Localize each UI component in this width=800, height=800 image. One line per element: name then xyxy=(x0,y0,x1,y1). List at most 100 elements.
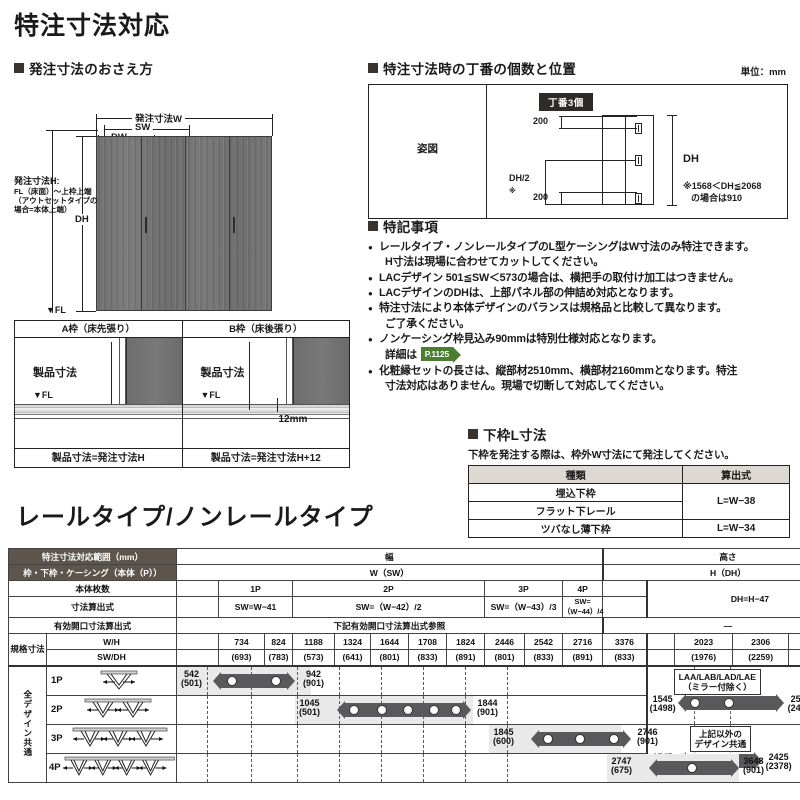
bullet-square-icon xyxy=(468,429,478,439)
std-sw: (833) xyxy=(602,649,648,666)
height-formula: DH=H−47 xyxy=(645,580,800,618)
spec-row-label-range: 特注寸法対応範囲（mm） xyxy=(7,548,178,565)
hinge-detail-cell: 丁番3個 200 200 xyxy=(487,85,787,218)
table-row: SW/DH (693) (783) (573) (641) (801) (833… xyxy=(9,649,800,666)
hinge-count-badge: 丁番3個 xyxy=(539,93,593,111)
width-formula-1p: SW=W−41 xyxy=(218,596,294,618)
range-panel-label: 1P xyxy=(51,675,63,686)
std-sw: (783) xyxy=(264,649,294,666)
door-illustration xyxy=(96,136,272,311)
spec-row-label-count: 本体枚数 xyxy=(7,580,178,597)
height-range-min-1: 1545 (1498) xyxy=(649,693,676,713)
std-sw: (801) xyxy=(370,649,410,666)
height-range-callout-2: 上記以外の デザイン共通 xyxy=(689,725,752,752)
table-row: 規格寸法 W/H 734 824 1188 1324 1644 1708 182… xyxy=(8,633,800,666)
std-h: 2023 xyxy=(674,633,734,650)
hinge-footnote: ※1568＜DH≦2068 の場合は910 xyxy=(683,181,762,203)
table-row: 寸法算出式 SW=W−41 SW=（W−42）/2 SW=（W−43）/3 SW… xyxy=(7,596,800,618)
frame-b-fl-mark: ▼FL xyxy=(200,390,221,400)
pictogram-cell-1p: 1P xyxy=(45,664,178,696)
range-max-2p: 1844 (901) xyxy=(477,697,499,717)
pictogram-cell-2p: 2P xyxy=(45,694,178,725)
spec-row-label-opening: 有効開口寸法算出式 xyxy=(7,617,178,634)
table-row: ツバなし薄下枠 L=W−34 xyxy=(467,519,790,538)
table-row: 4P xyxy=(9,752,800,783)
std-w: 2542 xyxy=(524,633,564,650)
lf-type: フラット下レール xyxy=(467,501,684,520)
slide-door-pictogram-2p xyxy=(84,698,152,718)
range-max-4p: 3648 (901) xyxy=(743,755,765,775)
lower-frame-table: 種類 算出式 埋込下枠 L=W−38 フラット下レール ツバなし薄下枠 L=W−… xyxy=(467,465,790,538)
hinge-icon xyxy=(635,155,642,166)
bullet-square-icon xyxy=(368,221,378,231)
range-min-4p: 2747 (675) xyxy=(611,755,633,775)
std-w: 1324 xyxy=(334,633,372,650)
special-notes-section: 特記事項 レールタイプ・ノンレールタイプのL型ケーシングはW寸法のみ特注できます… xyxy=(368,216,793,394)
std-sw: (693) xyxy=(218,649,266,666)
fl-mark-left: ▼FL xyxy=(46,305,66,315)
note-item: LACデザイン 501≦SW＜573の場合は、横把手の取付け加工はつきません。 xyxy=(368,271,793,287)
slide-door-pictogram-1p xyxy=(100,670,138,690)
frame-b-title: B枠（床後張り） xyxy=(182,321,349,338)
spec-table: 特注寸法対応範囲（mm） 幅 高さ 枠・下枠・ケーシング（本体（P）） W（SW… xyxy=(7,548,800,783)
table-row: 3P xyxy=(9,723,800,783)
spec-group-width: 幅 xyxy=(176,548,604,565)
spec-row-label-frame: 枠・下枠・ケーシング（本体（P）） xyxy=(7,564,178,581)
lf-header-formula: 算出式 xyxy=(682,465,790,484)
hinge-total-dim: DH xyxy=(682,153,700,165)
std-dh: (1976) xyxy=(674,649,734,666)
frame-type-a-cell: A枠（床先張り） 製品寸法 ▼FL 製品寸法=発注寸法H xyxy=(15,321,183,467)
page-reference-link[interactable]: P.1125 xyxy=(420,347,462,364)
std-w: 824 xyxy=(264,633,294,650)
std-w: 1644 xyxy=(370,633,410,650)
range-min-1p: 542 (501) xyxy=(181,668,203,688)
section-heading-notes: 特記事項 xyxy=(368,216,793,236)
frame-a-title: A枠（床先張り） xyxy=(15,321,182,338)
table-row: 特注寸法対応範囲（mm） 幅 高さ xyxy=(7,548,800,565)
table-row: 2P xyxy=(9,694,800,725)
std-w: 1824 xyxy=(446,633,486,650)
pictogram-cell-4p: 4P xyxy=(45,752,178,783)
table-row: 有効開口寸法算出式 下記有効開口寸法算出式参照 — xyxy=(7,617,800,634)
lf-type: ツバなし薄下枠 xyxy=(467,519,684,538)
std-sw: (891) xyxy=(446,649,486,666)
std-sw: (641) xyxy=(334,649,372,666)
range-bar-cell-2p: 1045 (501) xyxy=(176,694,648,725)
frame-type-comparison-table: A枠（床先張り） 製品寸法 ▼FL 製品寸法=発注寸法H B枠（床後張り） 製品… xyxy=(14,320,350,468)
section-heading-hinge: 特注寸法時の丁番の個数と位置 xyxy=(368,58,788,78)
lower-frame-section: 下枠L寸法 下枠を発注する際は、枠外W寸法にて発注してください。 種類 算出式 … xyxy=(467,424,790,538)
table-row: 本体枚数 1P 2P 3P 4P DH=H−47 xyxy=(7,580,800,618)
frame-type-b-cell: B枠（床後張り） 製品寸法 ▼FL 12mm 製品寸法=発注寸法H+12 xyxy=(182,321,349,467)
slide-door-pictogram-3p xyxy=(72,727,168,747)
std-sw: (573) xyxy=(292,649,336,666)
page-title: 特注寸法対応 xyxy=(14,12,171,40)
std-sw: (801) xyxy=(484,649,526,666)
frame-a-fl-mark: ▼FL xyxy=(33,390,53,400)
hinge-view-label: 姿図 xyxy=(417,143,438,155)
spec-row-label-wh: W/H xyxy=(45,633,178,650)
frame-b-product-label: 製品寸法 xyxy=(200,367,245,379)
hinge-top-dim: 200 xyxy=(532,116,550,126)
range-panel-label: 4P xyxy=(49,762,61,773)
std-h: 2306 xyxy=(732,633,790,650)
width-formula-2p: SW=（W−42）/2 xyxy=(292,596,486,618)
dim-label-w: 発注寸法W xyxy=(132,111,185,125)
order-dimension-diagram: 発注寸法W SW DW DH xyxy=(14,84,354,334)
pictogram-cell-3p: 3P xyxy=(45,723,178,754)
range-bar-cell-3p: 1845 (600) 2746 (901) xyxy=(176,723,658,754)
spec-group-height-sub: H（DH） xyxy=(601,564,800,581)
width-formula-3p: SW=（W−43）/3 xyxy=(484,596,564,618)
lower-frame-desc: 下枠を発注する際は、枠外W寸法にて発注してください。 xyxy=(468,449,735,461)
unit-label: 単位：mm xyxy=(740,67,786,78)
std-sw: (833) xyxy=(408,649,448,666)
slide-door-pictogram-4p xyxy=(62,756,175,776)
note-item: 特注寸法により本体デザインのバランスは規格品と比較して異なります。 ご了承くださ… xyxy=(368,301,793,332)
dim-label-dh: DH xyxy=(72,214,92,225)
std-sw: (833) xyxy=(524,649,564,666)
std-w: 734 xyxy=(218,633,266,650)
table-row: 全デザイン共通 1P xyxy=(8,664,800,783)
std-sw: (891) xyxy=(562,649,604,666)
hinge-position-diagram: 姿図 丁番3個 200 200 xyxy=(368,84,788,219)
lf-formula: L=W−38 xyxy=(682,483,790,520)
